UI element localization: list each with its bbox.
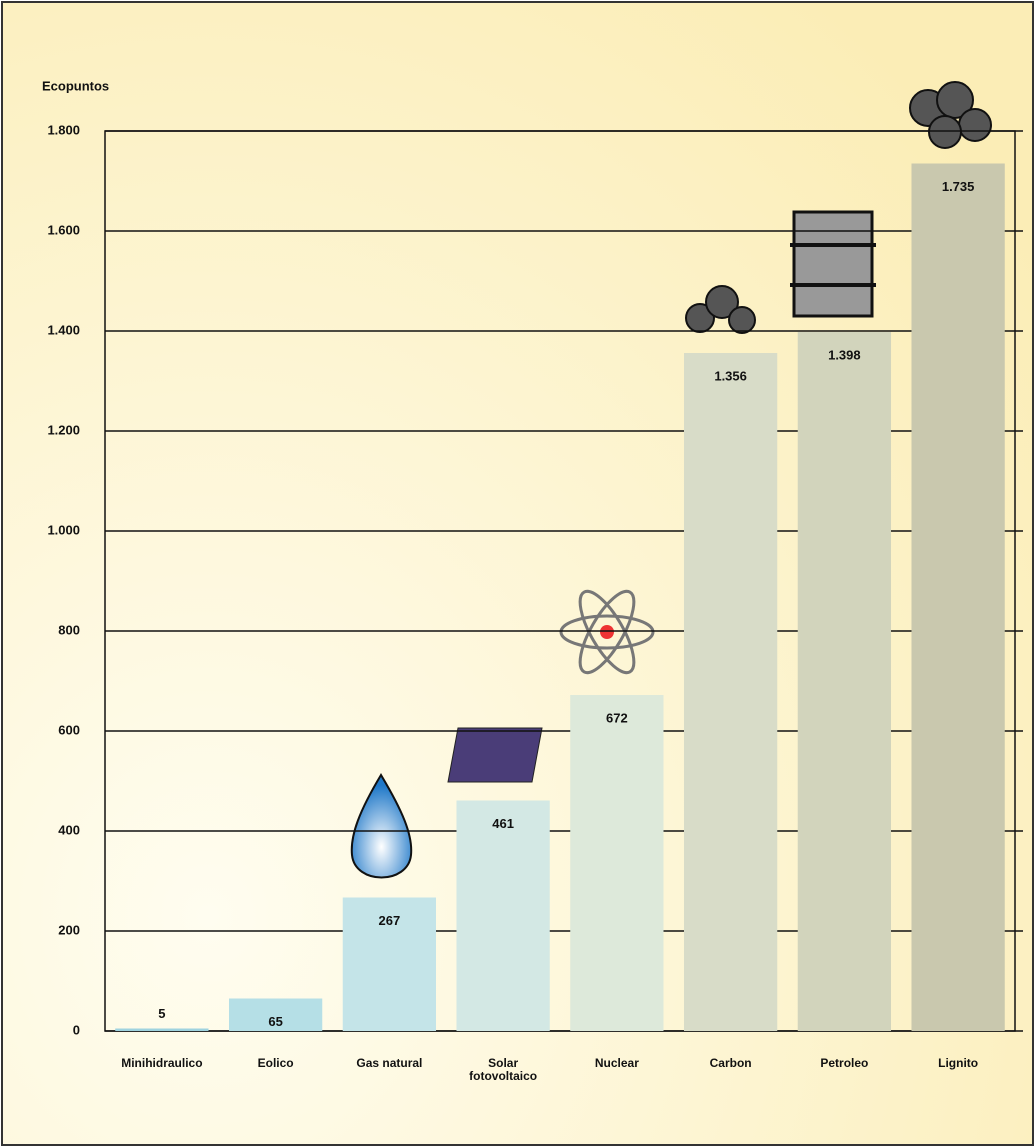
x-tick-label: Carbon: [683, 1057, 779, 1070]
y-tick-label: 200: [58, 922, 80, 937]
value-label: 267: [379, 913, 401, 928]
x-tick-label: Eolico: [228, 1057, 324, 1070]
value-label: 1.735: [942, 179, 975, 194]
y-tick-label: 1.600: [47, 222, 80, 237]
barrel-icon: [790, 212, 876, 316]
y-tick-label: 0: [73, 1022, 80, 1037]
solar-icon: [448, 728, 542, 782]
x-tick-label: Solar fotovoltaico: [455, 1057, 551, 1083]
y-tick-label: 800: [58, 622, 80, 637]
value-label: 5: [158, 1006, 165, 1021]
bar: [798, 332, 891, 1031]
bar: [115, 1029, 208, 1032]
value-label: 1.356: [714, 368, 747, 383]
y-tick-label: 1.000: [47, 522, 80, 537]
x-tick-label: Minihidraulico: [114, 1057, 210, 1070]
bar: [456, 801, 549, 1032]
y-tick-label: 1.400: [47, 322, 80, 337]
y-tick-label: 1.200: [47, 422, 80, 437]
y-tick-label: 600: [58, 722, 80, 737]
bar: [570, 695, 663, 1031]
x-tick-label: Gas natural: [341, 1057, 437, 1070]
x-tick-label: Lignito: [910, 1057, 1006, 1070]
page: Ecopuntos 0 200 400 600 800 1.000 1.200 1.400 1.…: [0, 0, 1036, 1148]
y-axis-title: Ecopuntos: [42, 78, 109, 93]
x-tick-label: Petroleo: [796, 1057, 892, 1070]
value-label: 672: [606, 710, 628, 725]
y-tick-label: 1.800: [47, 122, 80, 137]
value-label: 1.398: [828, 347, 861, 362]
x-tick-label: Nuclear: [569, 1057, 665, 1070]
value-label: 461: [492, 816, 514, 831]
bar: [684, 353, 777, 1031]
value-label: 65: [268, 1014, 282, 1029]
y-tick-label: 400: [58, 822, 80, 837]
bar: [911, 164, 1004, 1032]
chart: Ecopuntos 0 200 400 600 800 1.000 1.200 1.400 1.…: [0, 0, 1036, 1148]
